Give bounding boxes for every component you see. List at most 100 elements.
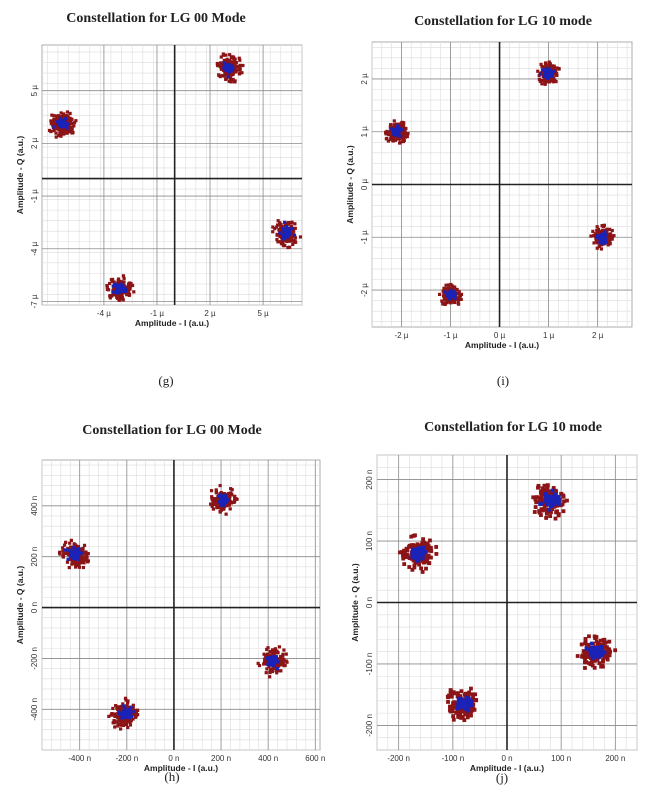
noise-sample [462, 692, 467, 697]
noise-sample [62, 130, 66, 135]
noise-sample [456, 714, 461, 719]
y-tick-label: 2 µ [360, 73, 369, 85]
noise-sample [65, 110, 70, 114]
noise-sample [539, 498, 544, 503]
core-sample [222, 66, 226, 70]
noise-sample [225, 60, 229, 64]
core-sample [392, 132, 396, 136]
noise-sample [598, 244, 602, 249]
noise-sample [57, 134, 61, 138]
noise-sample [407, 565, 412, 569]
noise-sample [235, 68, 239, 72]
core-sample [467, 696, 471, 701]
noise-sample [589, 660, 594, 665]
noise-sample [66, 130, 70, 134]
noise-sample [394, 122, 398, 126]
core-sample [57, 119, 62, 123]
noise-sample [546, 492, 551, 497]
noise-sample [407, 555, 412, 560]
core-sample [111, 290, 115, 294]
core-sample [453, 292, 457, 296]
noise-sample [52, 128, 56, 133]
noise-sample [393, 138, 398, 142]
noise-sample [388, 130, 392, 134]
noise-sample [537, 77, 541, 82]
noise-sample [290, 220, 294, 224]
noise-sample [607, 653, 612, 658]
noise-sample [593, 658, 597, 663]
noise-sample [540, 486, 545, 491]
core-sample [449, 288, 453, 292]
core-sample [222, 503, 226, 508]
y-tick-label: -400 n [30, 698, 39, 721]
noise-sample [108, 296, 112, 300]
noise-sample [542, 483, 547, 488]
core-sample [68, 554, 72, 558]
noise-sample [596, 231, 600, 235]
noise-sample [275, 223, 280, 227]
noise-sample [107, 714, 111, 718]
noise-sample [54, 135, 58, 139]
noise-sample [126, 718, 131, 722]
noise-sample [400, 550, 404, 554]
core-sample [282, 237, 286, 241]
noise-sample [470, 706, 475, 711]
noise-sample [401, 553, 405, 558]
constellation-point-h-3 [256, 645, 289, 679]
x-tick-label: 0 n [501, 754, 512, 763]
noise-sample [547, 60, 551, 64]
core-sample [602, 241, 607, 246]
x-tick-label: -200 n [387, 754, 410, 763]
core-sample [58, 116, 63, 121]
noise-sample [281, 652, 285, 656]
noise-sample [434, 552, 439, 556]
noise-sample [222, 74, 226, 78]
noise-sample [281, 244, 286, 248]
noise-sample [77, 565, 82, 569]
noise-sample [47, 128, 52, 133]
y-tick-label: -200 n [365, 714, 374, 737]
core-sample [127, 716, 132, 720]
noise-sample [449, 694, 454, 699]
noise-sample [609, 236, 613, 240]
noise-sample [211, 507, 216, 511]
core-sample [547, 68, 552, 72]
noise-sample [398, 550, 402, 555]
noise-sample [233, 62, 237, 67]
core-sample [114, 282, 118, 286]
y-axis-label: Amplitude - Q (a.u.) [350, 563, 360, 642]
noise-sample [391, 125, 395, 129]
noise-sample [240, 71, 244, 75]
noise-sample [222, 53, 226, 57]
core-sample [604, 240, 608, 244]
noise-sample [543, 502, 548, 507]
y-tick-label: 0 µ [360, 178, 369, 190]
symbol-center [116, 285, 124, 293]
noise-sample [402, 550, 407, 555]
noise-sample [605, 645, 609, 650]
core-sample [542, 68, 546, 72]
noise-sample [125, 706, 129, 710]
noise-sample [270, 649, 274, 653]
noise-sample [69, 538, 73, 542]
noise-sample [66, 552, 70, 556]
symbol-center [393, 128, 400, 135]
noise-sample [562, 499, 566, 504]
noise-sample [230, 488, 234, 492]
core-sample [68, 549, 73, 553]
noise-sample [556, 513, 561, 518]
minor-grid-g [42, 45, 303, 306]
core-sample [292, 233, 297, 237]
noise-sample [291, 242, 295, 247]
noise-sample [606, 242, 610, 246]
noise-sample [231, 77, 235, 82]
noise-sample [129, 282, 133, 286]
noise-sample [583, 637, 588, 641]
noise-sample [448, 704, 452, 709]
noise-sample [407, 543, 412, 548]
core-sample [546, 507, 551, 512]
noise-sample [539, 508, 544, 513]
noise-sample [228, 53, 232, 57]
noise-sample [559, 503, 563, 508]
